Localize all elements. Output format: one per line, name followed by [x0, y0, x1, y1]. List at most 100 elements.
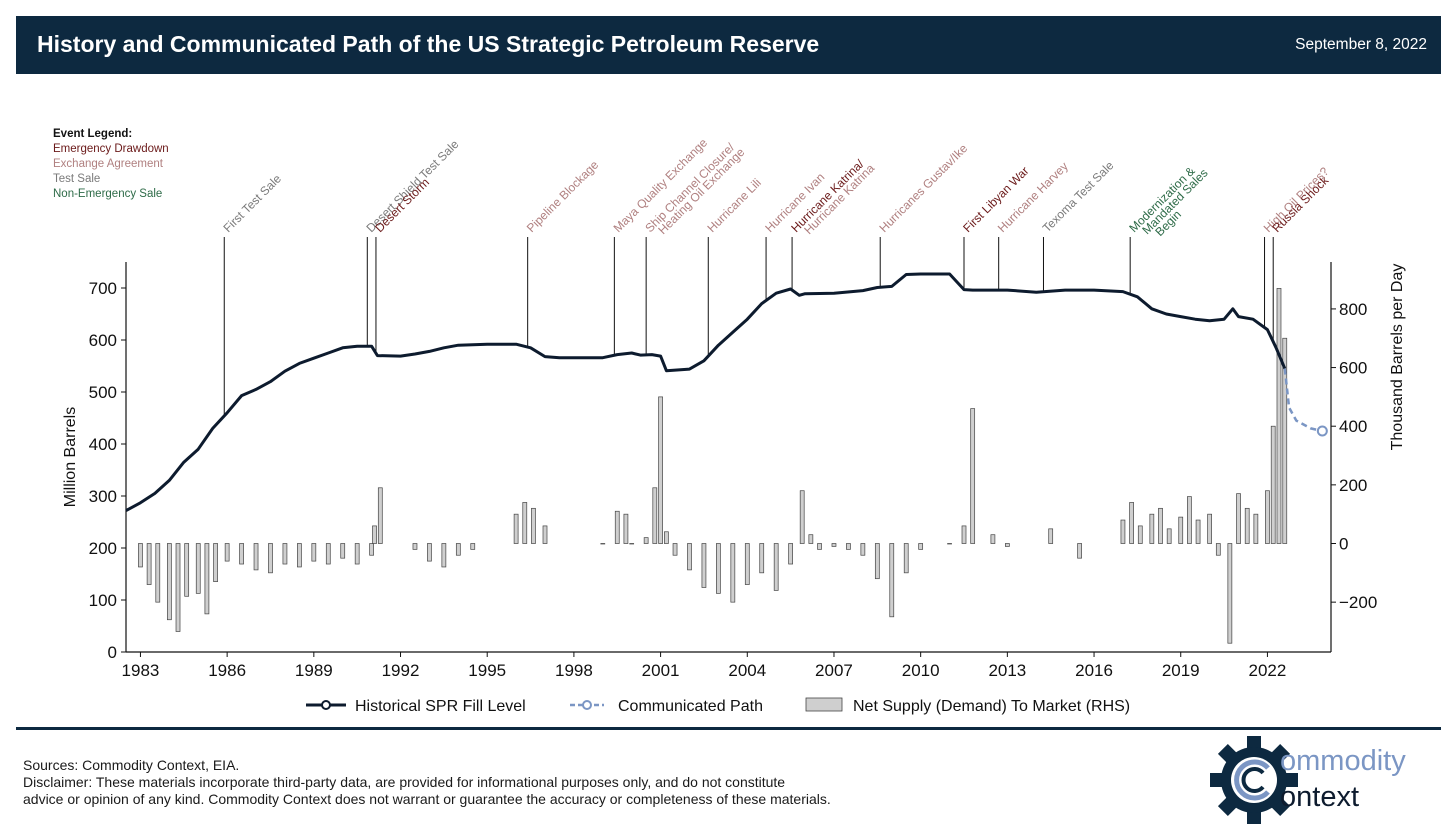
net-supply-bar — [166, 543, 172, 621]
event-annotations: First Test Sale Desert Shield Test SaleDe… — [220, 135, 1332, 416]
y-axis-label: Million Barrels — [62, 407, 79, 507]
event-legend-nonemergency: Non-Emergency Sale — [53, 188, 163, 200]
event-label: Desert Storm — [372, 175, 432, 235]
net-supply-bar — [455, 543, 461, 556]
net-supply-bar — [918, 543, 924, 550]
y-tick-label: 0 — [108, 643, 117, 662]
x-tick-label: 2010 — [902, 661, 940, 680]
y2-axis-label: Thousand Barrels per Day — [1389, 264, 1406, 451]
commodity-context-logo: ommodity ontext — [1210, 736, 1406, 824]
y-tick-label: 400 — [89, 435, 117, 454]
net-supply-bar — [652, 487, 658, 544]
x-tick-label: 2016 — [1075, 661, 1113, 680]
net-supply-bar — [799, 490, 805, 544]
x-tick-label: 2007 — [815, 661, 853, 680]
communicated-path-endpoint — [1316, 425, 1328, 437]
event-legend-test: Test Sale — [53, 173, 101, 185]
y-tick-label: 300 — [89, 487, 117, 506]
communicated-path-line — [1283, 368, 1323, 433]
net-supply-bar — [522, 502, 528, 544]
y-tick-label: 600 — [89, 331, 117, 350]
net-supply-bar — [874, 543, 880, 580]
net-supply-bar — [1270, 425, 1276, 544]
net-supply-bar — [643, 537, 649, 544]
net-supply-bar — [1195, 519, 1201, 544]
chart-title: History and Communicated Path of the US … — [37, 31, 820, 57]
net-supply-bar — [1149, 513, 1155, 544]
logo-word-commodity: ommodity — [1280, 745, 1406, 777]
logo-word-context: ontext — [1280, 781, 1359, 813]
net-supply-bar — [1227, 543, 1233, 644]
net-supply-bar — [184, 543, 190, 597]
event-label: Hurricane Katrina — [801, 161, 877, 237]
event-label: Pipeline Blockage — [524, 158, 602, 236]
net-supply-bar — [325, 543, 331, 565]
net-supply-bar — [759, 543, 765, 574]
y2-tick-label: −200 — [1339, 593, 1377, 612]
net-supply-bar — [175, 543, 181, 632]
net-supply-bar — [1207, 513, 1212, 544]
net-supply-bar — [623, 513, 629, 544]
x-tick-label: 1992 — [382, 661, 420, 680]
y2-tick-label: 0 — [1339, 535, 1348, 554]
net-supply-bar — [253, 543, 259, 571]
net-supply-bar — [1265, 490, 1270, 544]
event-label: Heating Oil Exchange — [655, 145, 747, 237]
net-supply-bar — [213, 543, 218, 582]
x-tick-label: 2019 — [1162, 661, 1200, 680]
legend-path-marker — [582, 700, 592, 710]
x-tick-label: 1989 — [295, 661, 333, 680]
net-supply-bar — [1178, 516, 1184, 544]
net-supply-bar — [1282, 337, 1288, 544]
chart-axes: 1983 1986 1989 1992 1995 1998 2001 2004 2007 2010… — [62, 262, 1406, 680]
net-supply-bar — [1253, 513, 1259, 544]
net-supply-bar — [808, 534, 814, 544]
net-supply-bar — [542, 525, 548, 544]
y2-tick-label: 200 — [1339, 476, 1367, 495]
event-label: Hurricanes Gustav/Ike — [876, 141, 970, 235]
gear-icon — [1210, 736, 1298, 824]
net-supply-bar — [195, 543, 201, 594]
net-supply-bar — [372, 525, 377, 544]
net-supply-bar — [1276, 288, 1282, 544]
net-supply-bar — [146, 543, 152, 585]
legend-fill-marker — [321, 700, 331, 710]
net-supply-bar — [664, 531, 669, 544]
net-supply-bar — [1187, 496, 1192, 544]
event-legend-emergency: Emergency Drawdown — [53, 143, 169, 155]
legend-label-fill: Historical SPR Fill Level — [355, 698, 526, 715]
x-tick-label: 1983 — [122, 661, 160, 680]
net-supply-bar — [441, 543, 447, 568]
net-supply-bar — [1137, 525, 1143, 544]
series-lines — [125, 272, 1328, 512]
chart-legend: Historical SPR Fill Level Communicated Pa… — [306, 697, 1130, 715]
net-supply-bar — [831, 543, 837, 547]
spr-fill-level-line — [125, 272, 1287, 512]
net-supply-bar — [268, 543, 273, 574]
net-supply-bar — [658, 396, 663, 544]
net-supply-bar — [947, 543, 952, 545]
net-supply-bar — [687, 543, 692, 571]
net-supply-bar — [990, 534, 996, 544]
net-supply-bar — [340, 543, 346, 559]
event-legend-exchange: Exchange Agreement — [53, 158, 163, 170]
net-supply-bar — [282, 543, 288, 565]
net-supply-bar — [730, 543, 736, 603]
net-supply-bar — [1048, 528, 1054, 544]
net-supply-bar — [817, 543, 822, 550]
y2-tick-label: 800 — [1339, 300, 1367, 319]
net-supply-bar — [788, 543, 793, 565]
net-supply-bar — [1077, 543, 1082, 559]
chart-header: History and Communicated Path of the US … — [16, 16, 1441, 74]
net-supply-bar — [961, 525, 967, 544]
x-tick-label: 1998 — [555, 661, 593, 680]
net-supply-bar — [846, 543, 851, 550]
net-supply-bar — [970, 408, 976, 544]
x-tick-label: 1986 — [208, 661, 246, 680]
y-tick-label: 100 — [89, 591, 117, 610]
net-supply-bar — [600, 543, 606, 545]
event-label: Russia Shock — [1269, 173, 1331, 235]
x-tick-label: 2022 — [1249, 661, 1287, 680]
net-supply-bar — [1236, 493, 1241, 544]
